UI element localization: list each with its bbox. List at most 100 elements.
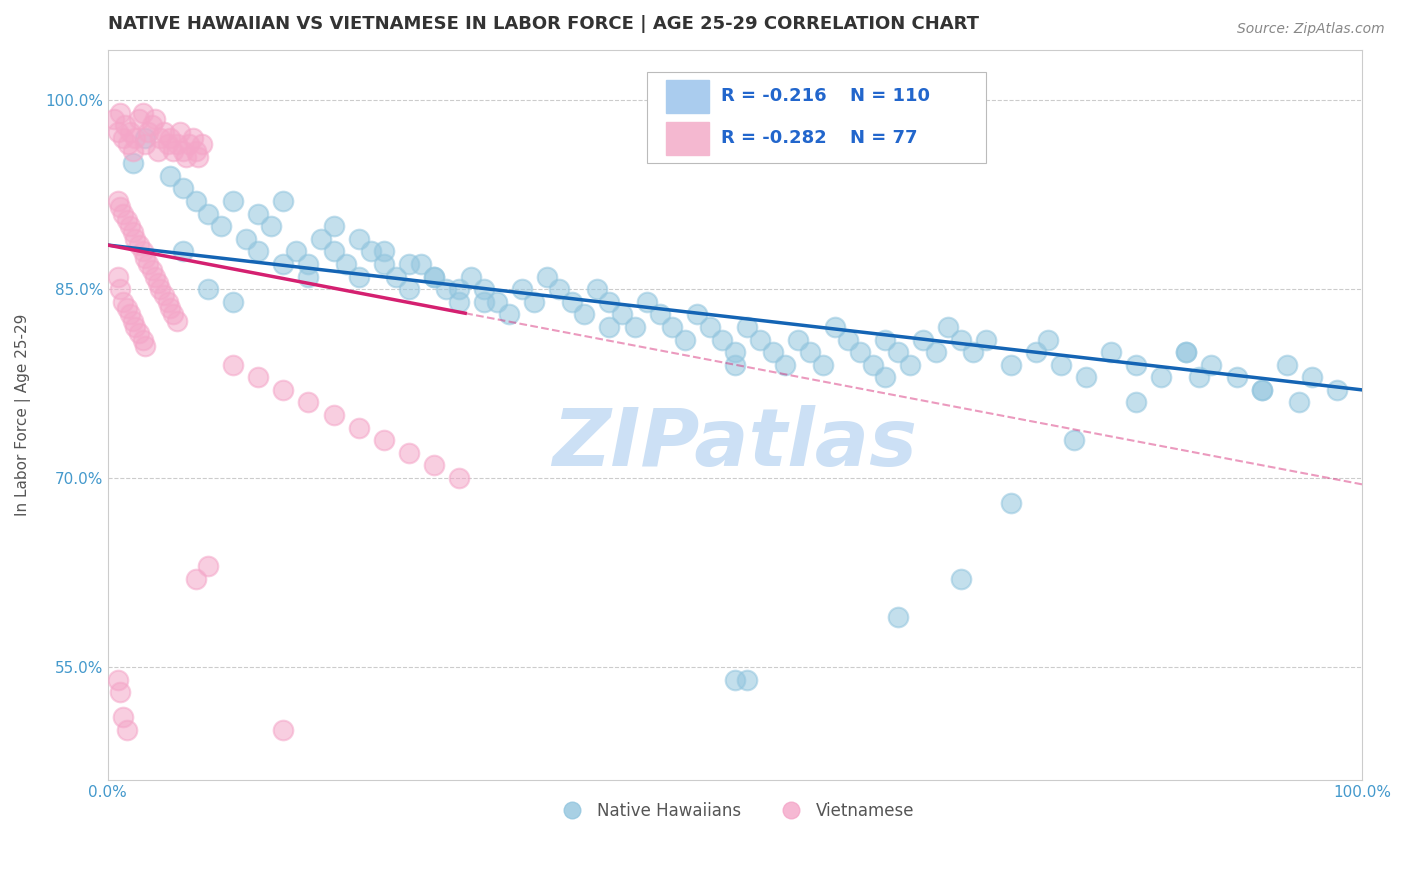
Point [648,307,671,321]
Point [498,307,520,321]
Point [111,206,134,220]
Point [184,194,207,208]
Point [737,673,759,687]
Point [1175,345,1198,359]
Point [1050,358,1073,372]
Point [1326,383,1348,397]
Point [335,257,357,271]
Point [398,257,420,271]
Point [322,219,344,234]
Point [887,609,910,624]
Point [1288,395,1310,409]
Point [724,345,747,359]
Point [949,333,972,347]
Point [247,370,270,384]
Point [115,212,138,227]
Point [837,333,859,347]
Point [724,673,747,687]
Point [598,319,620,334]
Point [153,288,176,302]
Point [222,194,245,208]
Point [115,723,138,737]
Point [134,131,156,145]
Point [156,137,179,152]
Point [586,282,609,296]
Point [309,232,332,246]
Point [111,710,134,724]
Point [673,333,696,347]
Point [423,269,446,284]
Point [875,333,897,347]
Text: N = 77: N = 77 [851,129,918,147]
Point [107,269,129,284]
Point [1125,395,1147,409]
Point [111,131,134,145]
Point [260,219,283,234]
Point [181,131,204,145]
Point [110,685,132,699]
Point [447,294,470,309]
Point [172,181,194,195]
Point [1175,345,1198,359]
Point [197,559,219,574]
Point [724,358,747,372]
Point [134,251,156,265]
Point [447,282,470,296]
Point [174,150,197,164]
Point [1000,358,1022,372]
Point [273,383,295,397]
Point [141,263,163,277]
Point [273,257,295,271]
Point [159,169,181,183]
Point [235,232,257,246]
Point [120,219,142,234]
Point [191,137,214,152]
Point [107,125,129,139]
Point [862,358,884,372]
Point [114,119,136,133]
Point [120,307,142,321]
Point [434,282,457,296]
Point [737,319,759,334]
Point [149,282,172,296]
Point [1025,345,1047,359]
Point [360,244,382,259]
Point [347,269,370,284]
Point [145,112,167,127]
Point [153,125,176,139]
Point [197,282,219,296]
Point [107,194,129,208]
Point [510,282,533,296]
Point [103,112,125,127]
Point [536,269,558,284]
Point [423,269,446,284]
Point [1063,434,1085,448]
Point [110,282,132,296]
Point [169,125,191,139]
Point [636,294,658,309]
Text: NATIVE HAWAIIAN VS VIETNAMESE IN LABOR FORCE | AGE 25-29 CORRELATION CHART: NATIVE HAWAIIAN VS VIETNAMESE IN LABOR F… [108,15,979,33]
Point [124,232,146,246]
Point [145,269,167,284]
Point [149,131,172,145]
Point [111,294,134,309]
Point [811,358,834,372]
Point [373,257,395,271]
Text: Source: ZipAtlas.com: Source: ZipAtlas.com [1237,22,1385,37]
Point [610,307,633,321]
Point [134,339,156,353]
FancyBboxPatch shape [666,79,709,113]
Point [385,269,408,284]
Point [247,244,270,259]
Point [124,319,146,334]
Point [1099,345,1122,359]
Point [1250,383,1272,397]
Point [1201,358,1223,372]
Point [121,156,143,170]
Point [115,301,138,315]
Point [132,333,155,347]
Point [146,276,169,290]
Point [460,269,482,284]
Point [136,257,159,271]
Point [598,294,620,309]
